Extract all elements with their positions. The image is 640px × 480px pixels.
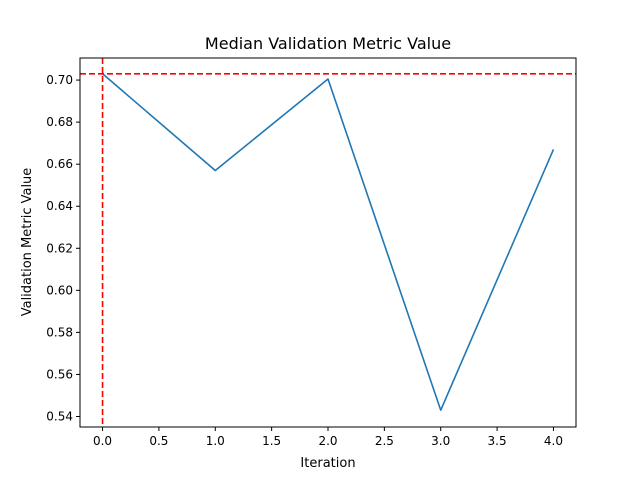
y-tick-label: 0.54 [46,409,73,423]
x-tick-label: 2.0 [318,434,337,448]
chart-title: Median Validation Metric Value [205,34,451,53]
x-tick-label: 1.0 [206,434,225,448]
y-axis-label: Validation Metric Value [20,168,35,317]
x-tick-label: 3.0 [431,434,450,448]
plot-area: 0.0 0.5 1.0 1.5 2.0 2.5 3.0 3.5 4.0 0.54 0.56 0.58 0… [46,57,577,448]
y-tick-label: 0.66 [46,157,73,171]
x-tick-label: 1.5 [262,434,281,448]
y-tick-label: 0.56 [46,367,73,381]
x-tick-label: 4.0 [544,434,563,448]
y-tick-label: 0.64 [46,199,73,213]
x-tick-label: 2.5 [375,434,394,448]
x-tick-label: 0.0 [93,434,112,448]
y-tick-label: 0.70 [46,73,73,87]
y-tick-label: 0.60 [46,283,73,297]
x-tick-label: 3.5 [488,434,507,448]
y-tick-label: 0.68 [46,115,73,129]
y-tick-label: 0.58 [46,325,73,339]
series-line-0 [102,73,555,411]
x-axis-label: Iteration [300,456,355,471]
y-tick-label: 0.62 [46,241,73,255]
x-tick-label: 0.5 [149,434,168,448]
